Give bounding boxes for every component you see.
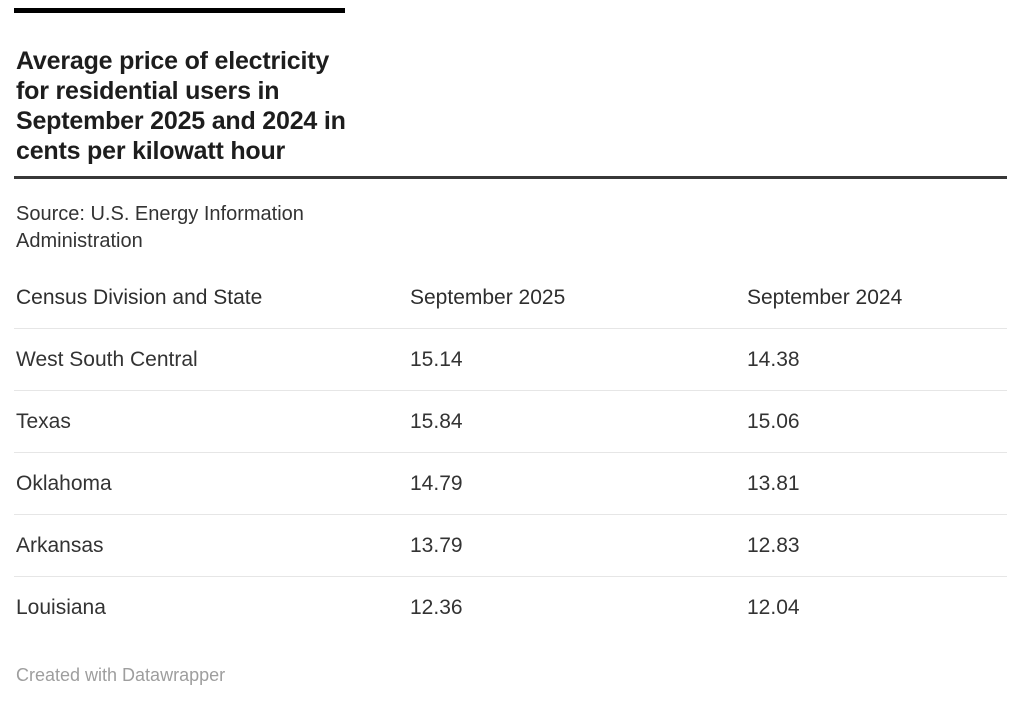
value-2025: 14.79 — [410, 471, 463, 495]
table-row-texas: Texas 15.84 15.06 — [14, 391, 1007, 453]
value-2025: 15.84 — [410, 409, 463, 433]
value-2025: 12.36 — [410, 595, 463, 619]
column-header-september-2025: September 2025 — [410, 285, 566, 309]
top-accent-bar — [14, 8, 345, 13]
chart-title-line: for residential users in — [16, 77, 280, 105]
value-2025: 13.79 — [410, 533, 463, 557]
source-note-line: Administration — [16, 230, 143, 252]
source-note: Source: U.S. Energy Information Administ… — [16, 201, 304, 255]
value-2024: 12.04 — [747, 595, 800, 619]
row-label: Oklahoma — [16, 471, 112, 495]
table-row-louisiana: Louisiana 12.36 12.04 — [14, 577, 1007, 638]
value-2025: 15.14 — [410, 347, 463, 371]
chart-title-line: cents per kilowatt hour — [16, 137, 286, 165]
row-label: West South Central — [16, 347, 198, 371]
row-label: Arkansas — [16, 533, 104, 557]
value-2024: 14.38 — [747, 347, 800, 371]
datawrapper-attribution-link[interactable]: Created with Datawrapper — [16, 665, 226, 685]
value-2024: 12.83 — [747, 533, 800, 557]
chart-title-line: September 2025 and 2024 in — [16, 107, 346, 135]
source-note-line: Source: U.S. Energy Information — [16, 203, 304, 225]
value-2024: 13.81 — [747, 471, 800, 495]
chart-title-line: Average price of electricity — [16, 47, 330, 75]
table-row-arkansas: Arkansas 13.79 12.83 — [14, 515, 1007, 577]
value-2024: 15.06 — [747, 409, 800, 433]
row-label: Texas — [16, 409, 71, 433]
table-row-west-south-central: West South Central 15.14 14.38 — [14, 329, 1007, 391]
chart-title: Average price of electricity for residen… — [16, 46, 346, 166]
table-row-oklahoma: Oklahoma 14.79 13.81 — [14, 453, 1007, 515]
column-header-september-2024: September 2024 — [747, 285, 903, 309]
title-divider-rule — [14, 176, 1007, 179]
row-label: Louisiana — [16, 595, 106, 619]
column-header-division: Census Division and State — [16, 285, 263, 309]
data-table: Census Division and State September 2025… — [14, 267, 1007, 638]
table-header-row: Census Division and State September 2025… — [14, 267, 1007, 329]
